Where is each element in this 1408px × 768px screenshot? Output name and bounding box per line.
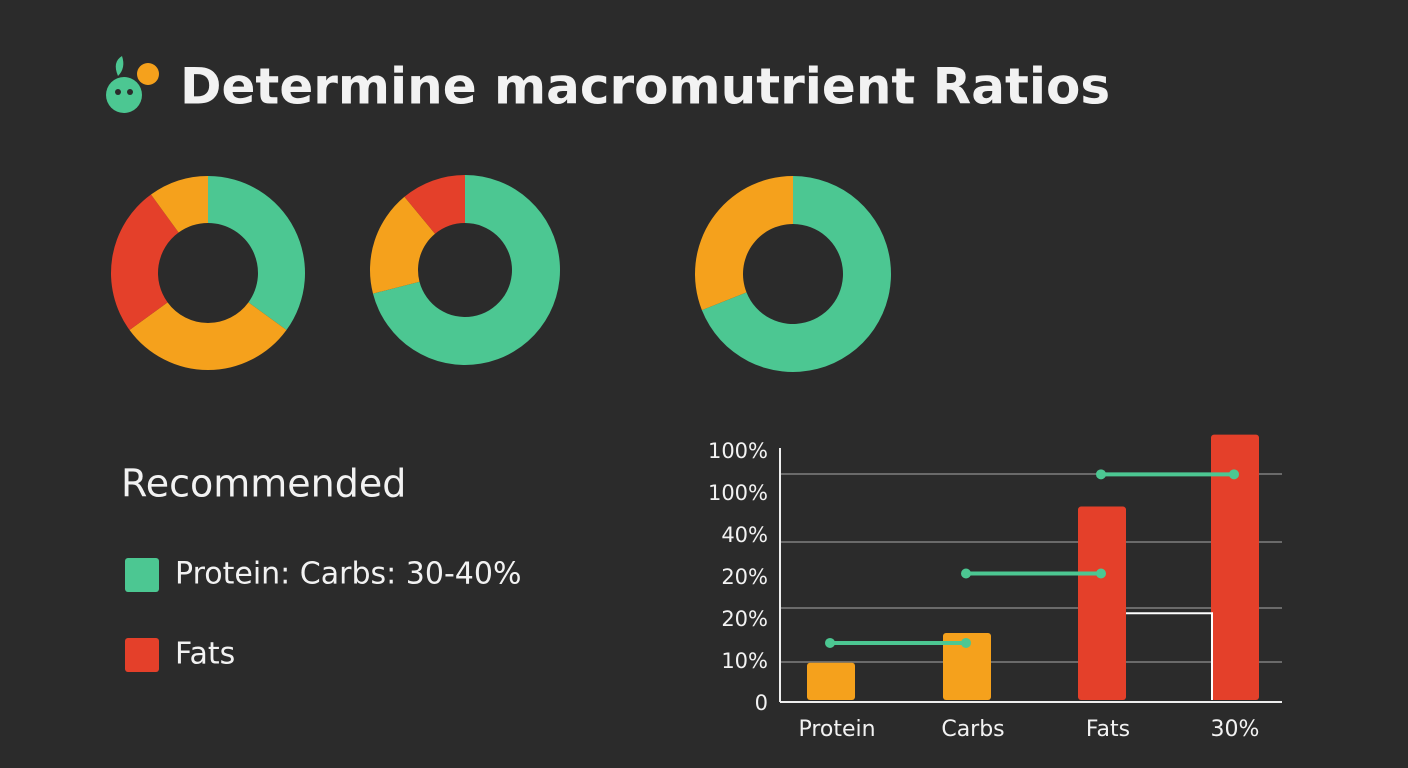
x-tick-label: Carbs	[941, 717, 1004, 742]
bar	[1078, 506, 1126, 700]
legend-heading: Recommended	[121, 462, 406, 506]
link-line	[1096, 469, 1239, 480]
x-tick-label: Protein	[798, 717, 875, 742]
bar	[1211, 434, 1259, 700]
y-tick-label: 40%	[721, 523, 768, 547]
y-tick-label: 100%	[708, 481, 768, 505]
donut-segment	[111, 194, 179, 331]
link-part	[1229, 469, 1239, 480]
marker-line	[1126, 612, 1213, 700]
link-line	[825, 637, 971, 648]
bar	[943, 633, 991, 700]
bar	[807, 662, 855, 700]
x-tick-label: 30%	[1211, 717, 1260, 742]
link-part	[961, 568, 971, 579]
donut-segment	[370, 196, 436, 294]
y-tick-label: 10%	[721, 649, 768, 673]
donut-segment	[208, 176, 305, 331]
legend-label: Fats	[175, 637, 235, 672]
link-part	[1096, 469, 1106, 480]
donut-segment	[404, 175, 465, 234]
donut-segment	[372, 175, 560, 365]
donut-segment	[701, 176, 892, 372]
y-tick-label: 100%	[708, 439, 768, 463]
donut-segment	[129, 302, 287, 371]
link-part	[1096, 568, 1106, 579]
donut-segment	[150, 176, 208, 233]
legend-label: Protein: Carbs: 30-40%	[175, 557, 521, 592]
page-title: Determine macromutrient Ratios	[180, 58, 1110, 116]
y-tick-label: 20%	[721, 565, 768, 589]
y-tick-label: 0	[755, 691, 768, 715]
legend-swatch	[125, 638, 159, 672]
link-part	[825, 637, 835, 648]
legend-swatch	[125, 558, 159, 592]
x-tick-label: Fats	[1086, 717, 1130, 742]
donut-segment	[695, 176, 794, 311]
logo-icon	[106, 56, 159, 113]
link-part	[961, 637, 971, 648]
link-line	[961, 568, 1106, 579]
y-tick-label: 20%	[721, 607, 768, 631]
